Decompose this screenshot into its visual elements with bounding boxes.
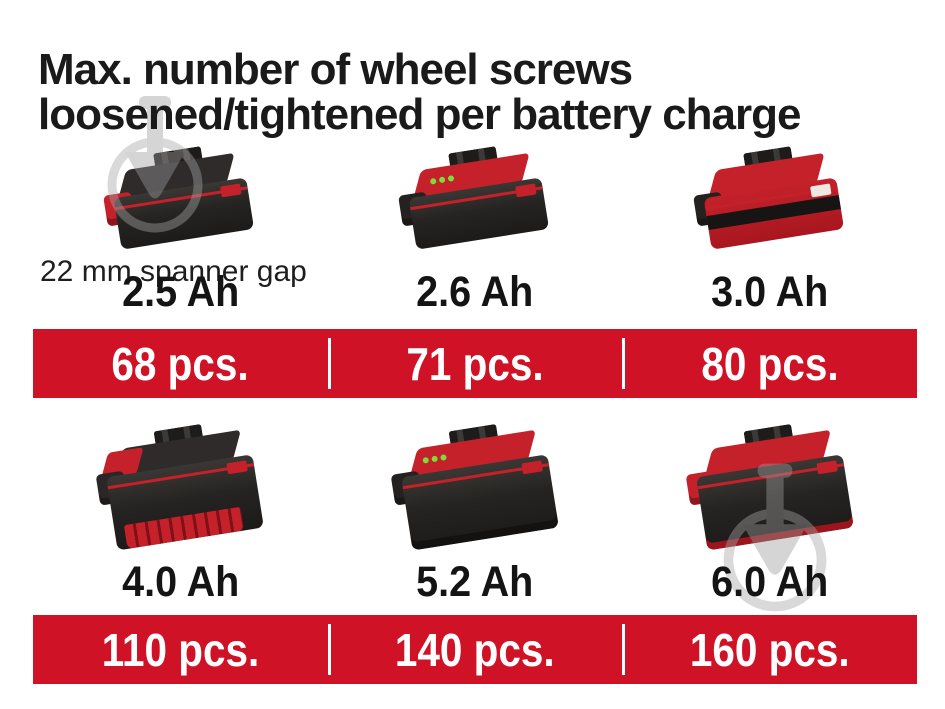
battery-band (706, 195, 841, 230)
battery-image-5-2ah (385, 416, 564, 564)
result-value: 80 pcs. (701, 337, 839, 390)
battery-image-2-6ah (393, 139, 557, 265)
banner-divider (328, 338, 331, 389)
capacity-label: 5.2 Ah (416, 558, 534, 606)
result-value: 71 pcs. (406, 337, 544, 390)
capacity-label: 2.6 Ah (416, 268, 534, 316)
results-banner-1: 68 pcs. 71 pcs. 80 pcs. (33, 329, 917, 398)
banner-divider (622, 338, 625, 389)
result-value: 110 pcs. (101, 623, 260, 676)
battery-cell: 3.0 Ah (622, 146, 917, 317)
banner-divider (622, 624, 625, 675)
title-line-1: Max. number of wheel screws (38, 45, 633, 95)
result-value: 68 pcs. (111, 337, 249, 390)
results-banner-2: 110 pcs. 140 pcs. 160 pcs. (33, 615, 917, 684)
battery-logo (809, 183, 832, 198)
battery-cell: 2.5 Ah (33, 146, 328, 317)
battery-image-4-0ah (91, 416, 270, 564)
result-value: 140 pcs. (395, 623, 555, 676)
battery-image-2-5ah (98, 139, 262, 265)
page-title: Max. number of wheel screws loosened/tig… (38, 47, 945, 137)
result-value: 160 pcs. (689, 623, 850, 676)
capacity-label: 2.5 Ah (121, 268, 239, 316)
battery-logo (515, 183, 537, 198)
capacity-label: 6.0 Ah (711, 558, 829, 606)
battery-cell: 4.0 Ah (33, 423, 328, 607)
capacity-label: 3.0 Ah (711, 268, 829, 316)
battery-image-3-0ah (687, 139, 851, 265)
battery-row-2: 4.0 Ah 5.2 Ah (33, 423, 917, 607)
battery-ribs (124, 506, 245, 549)
battery-row-1: 2.5 Ah 2.6 Ah (33, 146, 917, 317)
battery-logo (816, 460, 838, 475)
battery-cell: 6.0 Ah (622, 423, 917, 607)
banner-divider (328, 624, 331, 675)
battery-logo (220, 183, 242, 198)
title-line-2: loosened/tightened per battery charge (38, 90, 802, 140)
capacity-label: 4.0 Ah (121, 558, 239, 606)
battery-logo (226, 460, 249, 475)
battery-cell: 5.2 Ah (328, 423, 623, 607)
subtitle: 22 mm spanner gap (40, 254, 307, 288)
battery-cell: 2.6 Ah (328, 146, 623, 317)
battery-logo (521, 460, 543, 475)
battery-image-6-0ah (680, 416, 859, 564)
